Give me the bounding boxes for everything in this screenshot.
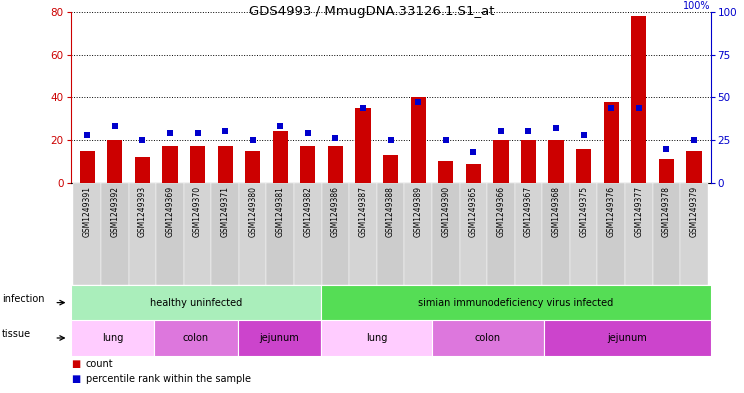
- Bar: [487, 183, 515, 285]
- Bar: [245, 151, 260, 183]
- Text: ■: ■: [71, 374, 80, 384]
- Bar: [570, 183, 597, 285]
- Text: ■: ■: [71, 358, 80, 369]
- Bar: [521, 140, 536, 183]
- Bar: [466, 163, 481, 183]
- Bar: [74, 183, 101, 285]
- Text: GDS4993 / MmugDNA.33126.1.S1_at: GDS4993 / MmugDNA.33126.1.S1_at: [249, 5, 495, 18]
- Text: GSM1249386: GSM1249386: [331, 186, 340, 237]
- Text: GSM1249381: GSM1249381: [276, 186, 285, 237]
- Bar: [162, 147, 178, 183]
- Bar: [603, 101, 619, 183]
- Text: colon: colon: [475, 333, 501, 343]
- Bar: [411, 97, 426, 183]
- Bar: [266, 183, 294, 285]
- Text: GSM1249382: GSM1249382: [304, 186, 312, 237]
- Bar: [432, 183, 460, 285]
- Bar: [321, 320, 432, 356]
- Text: count: count: [86, 358, 113, 369]
- Text: GSM1249379: GSM1249379: [690, 186, 699, 237]
- Text: GSM1249390: GSM1249390: [441, 186, 450, 237]
- Bar: [631, 16, 647, 183]
- Bar: [625, 183, 652, 285]
- Bar: [383, 155, 398, 183]
- Bar: [328, 147, 343, 183]
- Bar: [239, 183, 266, 285]
- Bar: [321, 285, 711, 320]
- Text: GSM1249392: GSM1249392: [110, 186, 119, 237]
- Text: GSM1249389: GSM1249389: [414, 186, 423, 237]
- Bar: [544, 320, 711, 356]
- Text: tissue: tissue: [2, 329, 31, 339]
- Text: simian immunodeficiency virus infected: simian immunodeficiency virus infected: [418, 298, 613, 308]
- Text: colon: colon: [183, 333, 209, 343]
- Bar: [548, 140, 564, 183]
- Text: lung: lung: [102, 333, 123, 343]
- Text: GSM1249368: GSM1249368: [551, 186, 560, 237]
- Bar: [294, 183, 321, 285]
- Bar: [687, 151, 702, 183]
- Bar: [129, 183, 156, 285]
- Bar: [184, 183, 211, 285]
- Text: healthy uninfected: healthy uninfected: [150, 298, 242, 308]
- Bar: [237, 320, 321, 356]
- Bar: [71, 320, 154, 356]
- Bar: [438, 162, 453, 183]
- Bar: [460, 183, 487, 285]
- Bar: [356, 108, 371, 183]
- Bar: [211, 183, 239, 285]
- Bar: [349, 183, 376, 285]
- Bar: [652, 183, 680, 285]
- Bar: [190, 147, 205, 183]
- Text: GSM1249380: GSM1249380: [248, 186, 257, 237]
- Text: GSM1249388: GSM1249388: [386, 186, 395, 237]
- Text: infection: infection: [2, 294, 45, 304]
- Bar: [597, 183, 625, 285]
- Bar: [658, 159, 674, 183]
- Text: jejunum: jejunum: [260, 333, 299, 343]
- Text: 100%: 100%: [683, 1, 711, 11]
- Text: GSM1249370: GSM1249370: [193, 186, 202, 237]
- Text: percentile rank within the sample: percentile rank within the sample: [86, 374, 251, 384]
- Bar: [493, 140, 508, 183]
- Bar: [80, 151, 94, 183]
- Bar: [515, 183, 542, 285]
- Bar: [680, 183, 708, 285]
- Text: GSM1249377: GSM1249377: [635, 186, 644, 237]
- Text: GSM1249369: GSM1249369: [165, 186, 174, 237]
- Bar: [101, 183, 129, 285]
- Bar: [321, 183, 349, 285]
- Text: GSM1249393: GSM1249393: [138, 186, 147, 237]
- Bar: [135, 157, 150, 183]
- Text: GSM1249376: GSM1249376: [607, 186, 616, 237]
- Bar: [405, 183, 432, 285]
- Bar: [107, 140, 123, 183]
- Text: jejunum: jejunum: [607, 333, 647, 343]
- Text: GSM1249375: GSM1249375: [579, 186, 589, 237]
- Bar: [432, 320, 544, 356]
- Text: GSM1249387: GSM1249387: [359, 186, 368, 237]
- Bar: [542, 183, 570, 285]
- Bar: [217, 147, 233, 183]
- Text: lung: lung: [366, 333, 388, 343]
- Bar: [376, 183, 405, 285]
- Text: GSM1249366: GSM1249366: [496, 186, 505, 237]
- Bar: [576, 149, 591, 183]
- Bar: [71, 285, 321, 320]
- Text: GSM1249391: GSM1249391: [83, 186, 92, 237]
- Text: GSM1249371: GSM1249371: [221, 186, 230, 237]
- Text: GSM1249378: GSM1249378: [662, 186, 671, 237]
- Bar: [273, 131, 288, 183]
- Text: GSM1249365: GSM1249365: [469, 186, 478, 237]
- Bar: [301, 147, 315, 183]
- Text: GSM1249367: GSM1249367: [524, 186, 533, 237]
- Bar: [156, 183, 184, 285]
- Bar: [154, 320, 237, 356]
